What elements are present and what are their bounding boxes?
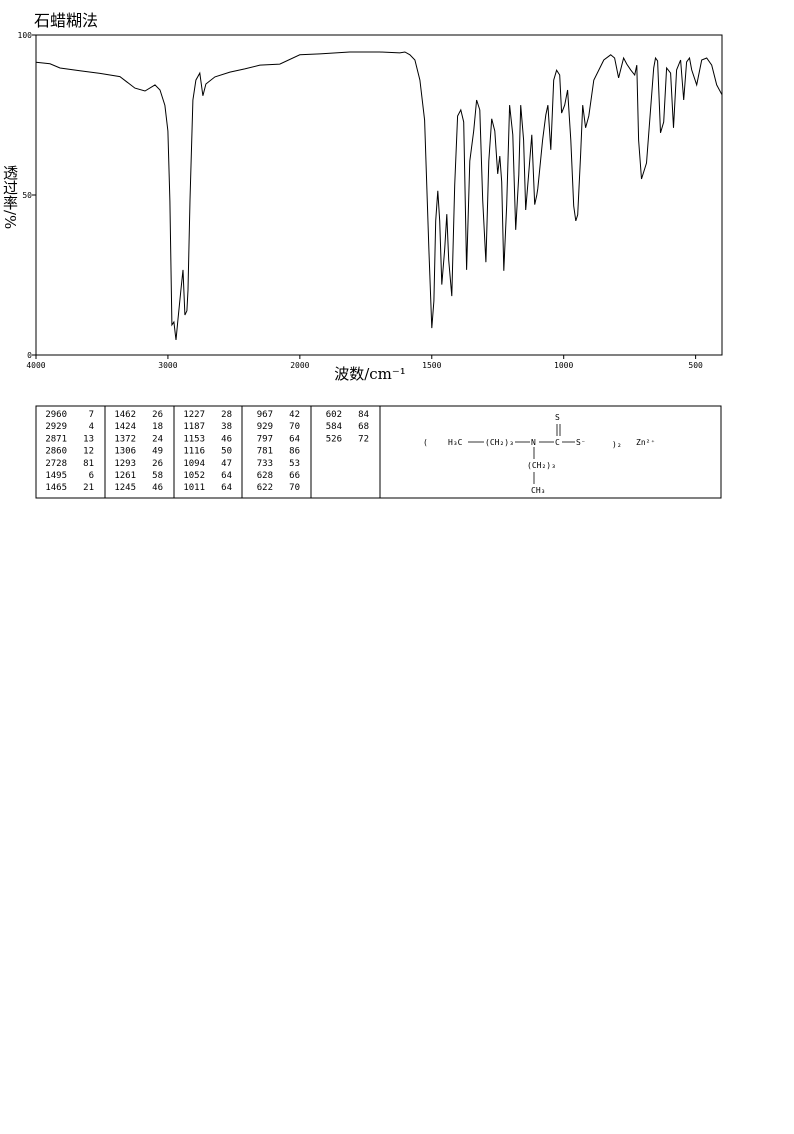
wavenumber: 1011 [183,483,205,493]
transmittance: 47 [221,459,232,469]
spectrum-line [35,51,723,341]
wavenumber: 2929 [45,422,67,432]
transmittance: 6 [89,471,94,481]
transmittance: 21 [83,483,94,493]
transmittance: 64 [221,483,232,493]
transmittance: 66 [289,471,300,481]
wavenumber: 1094 [183,459,205,469]
structure-text: (CH₂)₃ [527,461,556,470]
wavenumber: 2960 [45,410,67,420]
wavenumber: 1052 [183,471,205,481]
wavenumber: 622 [257,483,273,493]
structure-text: S [555,413,560,422]
transmittance: 26 [152,410,163,420]
wavenumber: 2860 [45,447,67,457]
transmittance: 28 [221,410,232,420]
transmittance: 86 [289,447,300,457]
y-tick-label: 0 [27,351,32,360]
x-tick-label: 500 [688,361,703,370]
transmittance: 38 [221,422,232,432]
transmittance: 64 [289,434,300,444]
x-tick-label: 4000 [26,361,45,370]
structure-text: )₂ [612,440,622,449]
chart-title: 石蜡糊法 [34,11,98,30]
y-axis-label: 透过率/% [1,165,19,229]
wavenumber: 1372 [114,434,136,444]
structure-text: H₃C [448,438,463,447]
transmittance: 68 [358,422,369,432]
structure: ( H₃C (CH₂)₃ N C S S⁻ )₂ Zn²⁺ (CH₂)₃ CH₃ [423,413,655,495]
transmittance: 70 [289,422,300,432]
wavenumber: 1187 [183,422,205,432]
wavenumber: 781 [257,447,273,457]
wavenumber: 628 [257,471,273,481]
wavenumber: 1153 [183,434,205,444]
transmittance: 70 [289,483,300,493]
wavenumber: 1293 [114,459,136,469]
wavenumber: 797 [257,434,273,444]
transmittance: 4 [89,422,94,432]
transmittance: 81 [83,459,94,469]
structure-text: CH₃ [531,486,545,495]
transmittance: 46 [221,434,232,444]
transmittance: 50 [221,447,232,457]
x-tick-label: 3000 [158,361,177,370]
transmittance: 72 [358,434,369,444]
wavenumber: 1116 [183,447,205,457]
transmittance: 64 [221,471,232,481]
wavenumber: 1245 [114,483,136,493]
structure-text: C [555,438,560,447]
transmittance: 12 [83,447,94,457]
x-axis-label: 波数/cm⁻¹ [334,365,406,383]
wavenumber: 2871 [45,434,67,444]
structure-text: ( [423,438,428,447]
wavenumber: 526 [326,434,342,444]
y-tick-label: 50 [22,191,32,200]
structure-text: S⁻ [576,438,586,447]
table-frame [35,405,722,499]
structure-text: (CH₂)₃ [485,438,514,447]
transmittance: 26 [152,459,163,469]
wavenumber: 1462 [114,410,136,420]
transmittance: 84 [358,410,369,420]
wavenumber: 1424 [114,422,136,432]
transmittance: 58 [152,471,163,481]
transmittance: 18 [152,422,163,432]
wavenumber: 2728 [45,459,67,469]
transmittance: 13 [83,434,94,444]
wavenumber: 584 [326,422,342,432]
plot-frame [35,34,723,356]
structure-text: Zn²⁺ [636,438,655,447]
x-tick-label: 1000 [554,361,573,370]
transmittance: 42 [289,410,300,420]
wavenumber: 1227 [183,410,205,420]
wavenumber: 929 [257,422,273,432]
transmittance: 7 [89,410,94,420]
transmittance: 46 [152,483,163,493]
wavenumber: 1261 [114,471,136,481]
wavenumber: 1306 [114,447,136,457]
transmittance: 53 [289,459,300,469]
wavenumber: 1465 [45,483,67,493]
wavenumber: 1495 [45,471,67,481]
y-tick-label: 100 [18,31,33,40]
structure-text: N [531,438,536,447]
transmittance: 49 [152,447,163,457]
wavenumber: 602 [326,410,342,420]
x-tick-label: 2000 [290,361,309,370]
transmittance: 24 [152,434,163,444]
wavenumber: 967 [257,410,273,420]
wavenumber: 733 [257,459,273,469]
x-tick-label: 1500 [422,361,441,370]
